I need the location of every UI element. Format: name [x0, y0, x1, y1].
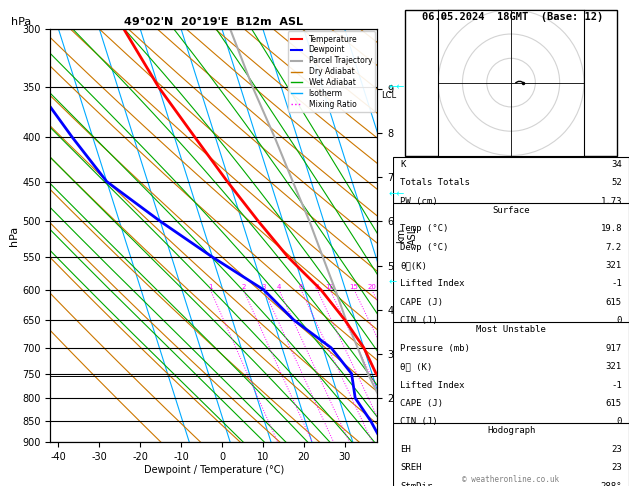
- Y-axis label: km
ASL: km ASL: [396, 226, 418, 245]
- Text: 19.8: 19.8: [601, 224, 622, 233]
- Text: Temp (°C): Temp (°C): [400, 224, 448, 233]
- Text: 6: 6: [299, 284, 303, 290]
- Text: PW (cm): PW (cm): [400, 197, 438, 206]
- Text: 615: 615: [606, 298, 622, 307]
- Text: θᴇ (K): θᴇ (K): [400, 362, 433, 371]
- Text: 34: 34: [611, 160, 622, 169]
- Text: 52: 52: [611, 178, 622, 188]
- Text: 20: 20: [367, 284, 376, 290]
- X-axis label: Dewpoint / Temperature (°C): Dewpoint / Temperature (°C): [144, 465, 284, 475]
- Text: StmDir: StmDir: [400, 482, 433, 486]
- Text: CAPE (J): CAPE (J): [400, 298, 443, 307]
- Text: Most Unstable: Most Unstable: [476, 325, 546, 334]
- Text: 15: 15: [350, 284, 359, 290]
- Text: © weatheronline.co.uk: © weatheronline.co.uk: [462, 474, 560, 484]
- Text: 288°: 288°: [601, 482, 622, 486]
- Text: Lifted Index: Lifted Index: [400, 279, 465, 289]
- Text: 321: 321: [606, 261, 622, 270]
- Text: 615: 615: [606, 399, 622, 408]
- Text: Lifted Index: Lifted Index: [400, 381, 465, 390]
- Text: Dewp (°C): Dewp (°C): [400, 243, 448, 252]
- Text: LCL: LCL: [381, 91, 396, 100]
- Text: 917: 917: [606, 344, 622, 353]
- Text: SREH: SREH: [400, 463, 421, 472]
- Text: 7.2: 7.2: [606, 243, 622, 252]
- Text: ←←: ←←: [389, 190, 405, 199]
- Text: 10: 10: [326, 284, 335, 290]
- Text: CAPE (J): CAPE (J): [400, 399, 443, 408]
- Text: 1.73: 1.73: [601, 197, 622, 206]
- Text: Surface: Surface: [493, 206, 530, 215]
- Bar: [393, 203, 629, 336]
- Text: 3: 3: [262, 284, 266, 290]
- Text: 4: 4: [277, 284, 281, 290]
- Text: θᴇ(K): θᴇ(K): [400, 261, 427, 270]
- Text: ←←: ←←: [389, 83, 405, 92]
- Bar: [393, 322, 629, 437]
- Bar: [393, 423, 629, 486]
- Bar: [393, 157, 629, 216]
- Text: 0: 0: [616, 316, 622, 326]
- Text: -1: -1: [611, 381, 622, 390]
- Text: 8: 8: [315, 284, 320, 290]
- Text: K: K: [400, 160, 406, 169]
- Text: hPa: hPa: [11, 17, 31, 27]
- Text: Hodograph: Hodograph: [487, 426, 535, 435]
- Text: 2: 2: [242, 284, 245, 290]
- Text: -1: -1: [611, 279, 622, 289]
- Text: 321: 321: [606, 362, 622, 371]
- Text: 23: 23: [611, 463, 622, 472]
- Text: Totals Totals: Totals Totals: [400, 178, 470, 188]
- Text: ←: ←: [389, 277, 397, 287]
- Text: 06.05.2024  18GMT  (Base: 12): 06.05.2024 18GMT (Base: 12): [422, 12, 603, 22]
- Text: CIN (J): CIN (J): [400, 316, 438, 326]
- Text: CIN (J): CIN (J): [400, 417, 438, 427]
- Legend: Temperature, Dewpoint, Parcel Trajectory, Dry Adiabat, Wet Adiabat, Isotherm, Mi: Temperature, Dewpoint, Parcel Trajectory…: [288, 32, 375, 112]
- Text: EH: EH: [400, 445, 411, 454]
- Text: 23: 23: [611, 445, 622, 454]
- Text: Pressure (mb): Pressure (mb): [400, 344, 470, 353]
- Bar: [405, 10, 617, 156]
- Text: 1: 1: [208, 284, 213, 290]
- Y-axis label: hPa: hPa: [9, 226, 19, 246]
- Text: 0: 0: [616, 417, 622, 427]
- Title: 49°02'N  20°19'E  B12m  ASL: 49°02'N 20°19'E B12m ASL: [125, 17, 303, 27]
